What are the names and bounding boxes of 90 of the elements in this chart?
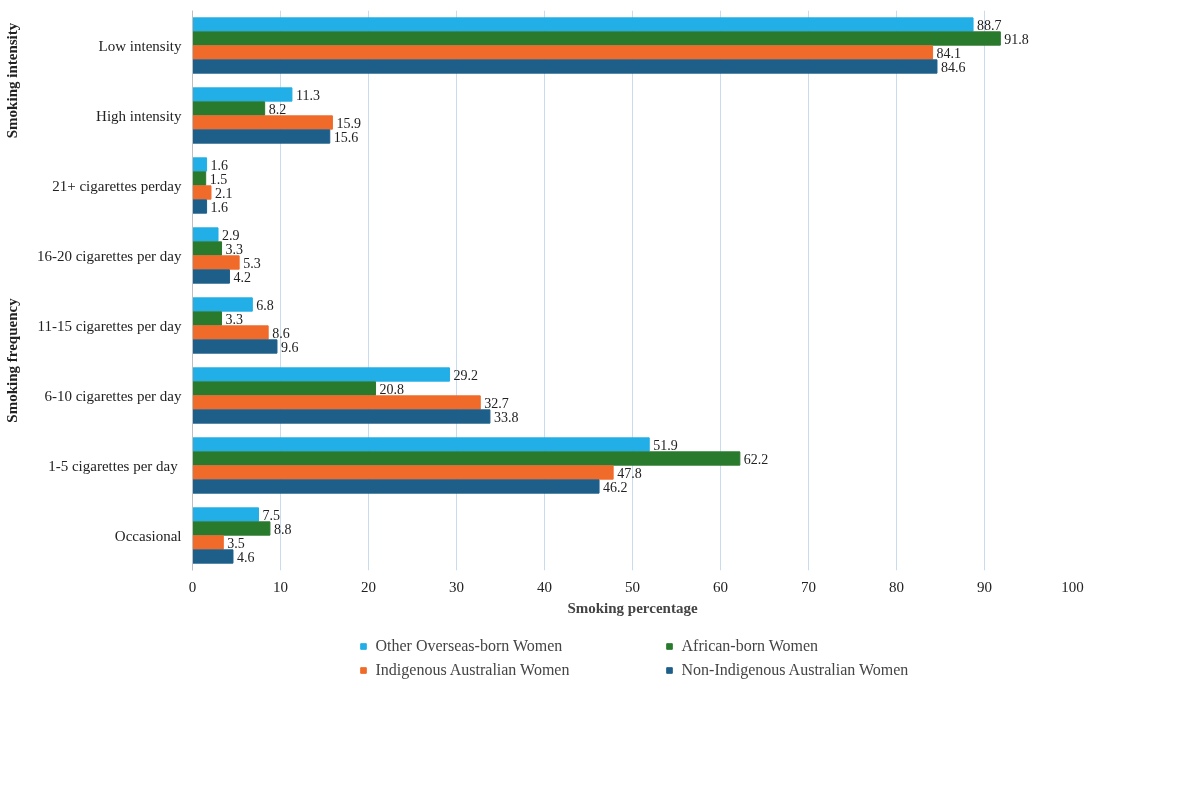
data-label: 4.2	[233, 269, 251, 285]
bar	[192, 451, 741, 466]
x-tick-label: 40	[537, 578, 552, 595]
data-label: 84.1	[936, 45, 962, 61]
x-axis-title: Smoking percentage	[567, 599, 698, 616]
data-label: 5.3	[243, 255, 261, 271]
bar	[192, 129, 331, 144]
bar	[192, 45, 934, 60]
bar	[192, 339, 278, 354]
data-label: 8.6	[272, 325, 290, 341]
bar	[192, 381, 377, 396]
data-label: 3.3	[225, 241, 244, 257]
data-label: 1.5	[209, 171, 228, 187]
data-label: 46.2	[603, 479, 628, 495]
y-tick-label: 11-15 cigarettes per day	[37, 317, 182, 334]
data-label: 15.9	[336, 115, 361, 131]
bar	[192, 535, 224, 550]
bar	[192, 157, 208, 172]
bar	[192, 297, 253, 312]
data-label: 62.2	[743, 451, 769, 467]
bar	[192, 115, 333, 130]
data-label: 3.5	[227, 535, 245, 551]
x-tick-label: 100	[1061, 578, 1084, 595]
y-tick-label: Occasional	[114, 527, 182, 544]
y-tick-label: 1-5 cigarettes per day	[48, 457, 179, 474]
bar	[192, 507, 259, 522]
legend-label: African-born Women	[681, 637, 820, 655]
legend-label: Indigenous Australian Women	[375, 661, 571, 679]
bar	[192, 521, 271, 536]
text: Smoking frequency	[3, 297, 20, 423]
data-label: 8.2	[268, 101, 287, 117]
x-tick-label: 60	[713, 578, 728, 595]
y-tick-label: 6-10 cigarettes per day	[44, 387, 182, 404]
data-label: 88.7	[977, 17, 1002, 33]
data-label: 47.8	[617, 465, 642, 481]
bar	[192, 479, 600, 494]
data-label: 20.8	[379, 381, 405, 397]
bar	[192, 549, 234, 564]
x-tick-label: 50	[625, 578, 640, 595]
bar	[192, 269, 230, 284]
data-label: 29.2	[453, 367, 478, 383]
x-tick-label: 30	[449, 578, 464, 595]
y-tick-label: Low intensity	[98, 37, 182, 54]
bar	[192, 87, 293, 102]
bar	[192, 17, 974, 32]
bar	[192, 185, 212, 200]
x-tick-label: 10	[273, 578, 288, 595]
data-label: 51.9	[653, 437, 678, 453]
y-tick-label: 21+ cigarettes perday	[52, 177, 182, 194]
data-label: 32.7	[484, 395, 509, 411]
x-tick-label: 80	[889, 578, 904, 595]
data-label: 4.6	[236, 549, 255, 565]
bar	[192, 465, 614, 480]
bar	[192, 367, 450, 382]
bar	[192, 31, 1001, 46]
x-tick-label: 20	[361, 578, 376, 595]
bar	[192, 311, 223, 326]
data-label: 7.5	[262, 507, 280, 523]
data-label: 8.8	[273, 521, 292, 537]
data-label: 6.8	[256, 297, 274, 313]
data-label: 9.6	[280, 339, 299, 355]
legend-label: Non-Indigenous Australian Women	[681, 661, 910, 679]
bar	[192, 395, 481, 410]
data-label: 1.6	[210, 157, 229, 173]
data-label: 2.1	[214, 185, 233, 201]
bar	[192, 241, 223, 256]
bar	[192, 255, 240, 270]
data-label: 91.8	[1004, 31, 1029, 47]
data-label: 2.9	[222, 227, 240, 243]
data-label: 33.8	[493, 409, 519, 425]
data-label: 11.3	[295, 87, 320, 103]
y-tick-label: 16-20 cigarettes per day	[36, 247, 182, 264]
bar	[192, 171, 207, 186]
bar	[192, 101, 266, 116]
data-label: 1.6	[210, 199, 229, 215]
x-tick-label: 90	[977, 578, 992, 595]
data-label: 15.6	[333, 129, 359, 145]
bar	[192, 437, 650, 452]
data-label: 84.6	[940, 59, 966, 75]
x-tick-label: 0	[188, 578, 197, 595]
bar	[192, 325, 269, 340]
bar	[192, 59, 938, 74]
legend-label: Other Overseas-born Women	[375, 637, 564, 655]
x-tick-label: 70	[801, 578, 816, 595]
bar	[192, 199, 208, 214]
bar	[192, 227, 219, 242]
data-label: 3.3	[225, 311, 244, 327]
y-tick-label: High intensity	[96, 107, 182, 124]
bar	[192, 409, 491, 424]
text: Smoking intensity	[3, 22, 20, 139]
